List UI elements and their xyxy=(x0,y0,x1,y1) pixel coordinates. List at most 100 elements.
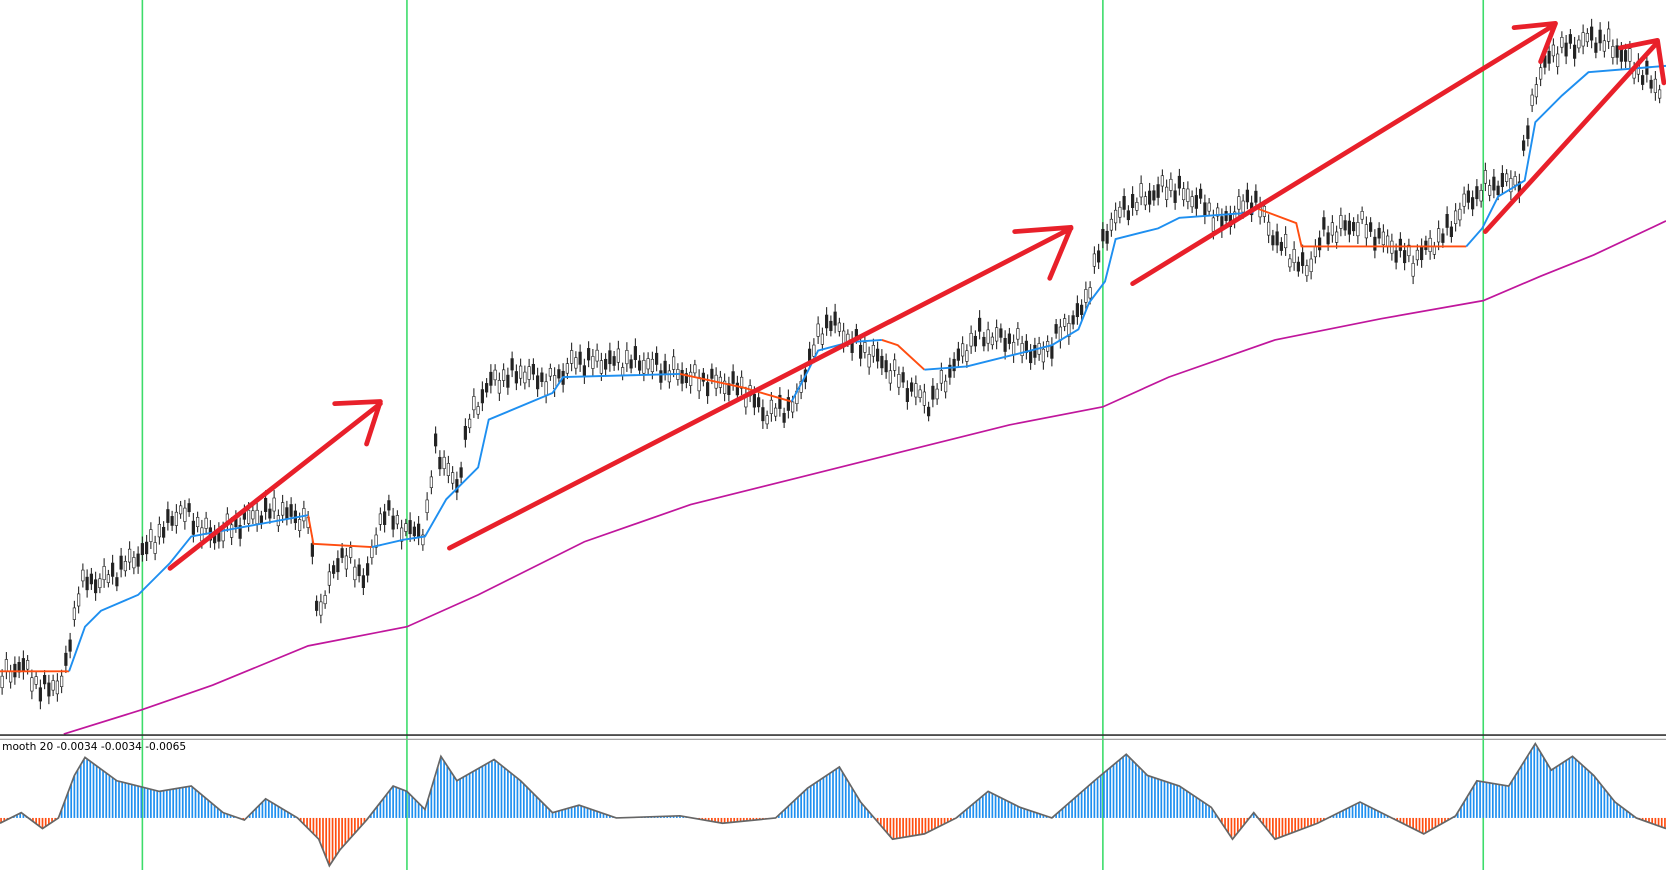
candle-body xyxy=(1466,190,1470,203)
candle-body xyxy=(1534,84,1538,98)
candle-body xyxy=(204,517,208,529)
candle-body xyxy=(1067,322,1071,338)
candle-body xyxy=(510,358,514,371)
candle-body xyxy=(1373,236,1377,251)
candle-body xyxy=(1594,42,1598,53)
candle-body xyxy=(1224,211,1228,221)
candle-body xyxy=(757,397,761,408)
candle-body xyxy=(1335,231,1339,243)
candle-body xyxy=(1033,344,1037,358)
candle-body xyxy=(170,516,174,526)
candle-body xyxy=(4,659,8,673)
candle-body xyxy=(599,360,603,374)
candle-body xyxy=(680,369,684,384)
candle-body xyxy=(1041,348,1045,363)
candle-body xyxy=(761,407,765,422)
candle-body xyxy=(247,509,251,524)
candle-body xyxy=(1377,227,1381,239)
candle-body xyxy=(1309,258,1313,272)
candle-body xyxy=(816,323,820,337)
arrow xyxy=(167,399,383,571)
candle-body xyxy=(978,317,982,332)
candle-body xyxy=(1301,252,1305,266)
candle-body xyxy=(565,363,569,374)
candle-body xyxy=(506,374,510,388)
candle-body xyxy=(1658,89,1662,99)
candle-body xyxy=(230,524,234,538)
candle-body xyxy=(1551,44,1555,57)
candle-body xyxy=(153,542,157,554)
candle-body xyxy=(1420,246,1424,261)
candle-body xyxy=(94,579,98,594)
candle-body xyxy=(1182,188,1186,201)
candle-body xyxy=(1271,235,1275,246)
candle-body xyxy=(1131,194,1135,208)
candle-body xyxy=(81,569,85,582)
candle-body xyxy=(1356,222,1360,237)
candle-body xyxy=(1522,140,1526,151)
candle-body xyxy=(557,369,561,379)
candle-body xyxy=(1071,315,1075,325)
candle-body xyxy=(812,344,816,357)
candle-body xyxy=(387,500,391,511)
candle-body xyxy=(1156,184,1160,198)
candle-body xyxy=(1428,237,1432,252)
candle-body xyxy=(1449,226,1453,237)
candle-body xyxy=(1143,196,1147,206)
candle-body xyxy=(944,380,948,393)
candle-body xyxy=(1581,32,1585,47)
candle-body xyxy=(808,348,812,362)
candle-body xyxy=(910,382,914,392)
candle-body xyxy=(455,479,459,493)
candle-body xyxy=(383,511,387,525)
candle-body xyxy=(1088,287,1092,299)
candle-body xyxy=(1462,193,1466,207)
candle-body xyxy=(1560,37,1564,48)
candle-body xyxy=(157,523,161,538)
candle-body xyxy=(60,675,64,688)
candle-body xyxy=(1007,333,1011,344)
candle-body xyxy=(1585,33,1589,43)
candle-body xyxy=(196,517,200,528)
candle-body xyxy=(162,526,166,538)
candle-body xyxy=(72,607,76,620)
candle-body xyxy=(591,356,595,369)
candle-body xyxy=(472,396,476,411)
candle-body xyxy=(684,373,688,383)
candle-body xyxy=(1526,125,1530,139)
candle-body xyxy=(1432,246,1436,255)
candle-body xyxy=(1564,42,1568,57)
candle-body xyxy=(281,502,285,516)
trend-up xyxy=(371,372,681,549)
candle-body xyxy=(752,393,756,408)
oscillator-histogram xyxy=(0,745,1666,866)
candle-body xyxy=(1241,200,1245,213)
candle-body xyxy=(1364,224,1368,239)
candle-body xyxy=(969,332,973,347)
candle-body xyxy=(536,375,540,390)
candle-body xyxy=(1160,175,1164,187)
candle-body xyxy=(1296,261,1300,272)
candle-body xyxy=(417,523,421,538)
candle-body xyxy=(871,345,875,357)
candle-body xyxy=(659,370,663,383)
trend-up xyxy=(1465,64,1666,248)
candle-body xyxy=(965,350,969,362)
candle-body xyxy=(786,397,790,411)
candle-body xyxy=(527,366,531,380)
candle-body xyxy=(1288,258,1292,268)
candle-body xyxy=(395,515,399,525)
candle-body xyxy=(1050,344,1054,359)
candle-body xyxy=(434,433,438,447)
candle-body xyxy=(1424,240,1428,250)
candle-body xyxy=(1199,188,1203,199)
candle-body xyxy=(366,563,370,576)
candle-body xyxy=(1054,324,1058,334)
candle-body xyxy=(531,363,535,375)
candle-body xyxy=(1207,202,1211,212)
candle-body xyxy=(55,680,59,695)
candle-body xyxy=(1313,245,1317,258)
candle-body xyxy=(625,350,629,365)
candle-body xyxy=(1509,178,1513,193)
candle-body xyxy=(1318,237,1322,251)
